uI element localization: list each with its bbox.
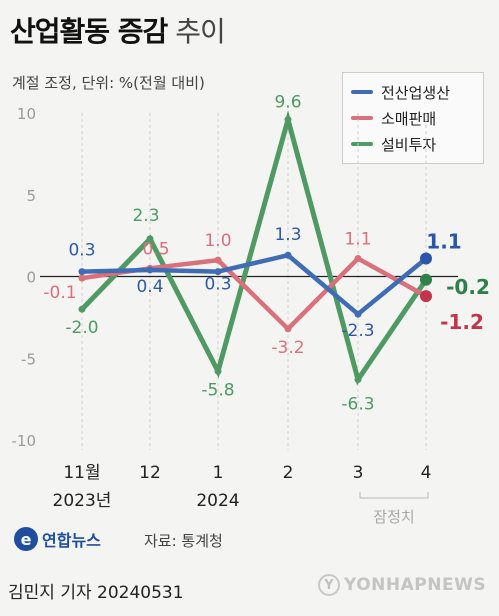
data-point-production-2 bbox=[214, 268, 222, 276]
data-point-production-4 bbox=[354, 310, 362, 318]
data-point-production-0 bbox=[78, 268, 86, 276]
data-label-investment-0: -2.0 bbox=[65, 318, 98, 338]
chart-title-suffix: 추이 bbox=[175, 15, 226, 48]
legend-label-production: 전산업생산 bbox=[381, 83, 451, 102]
chart-legend: 전산업생산 소매판매 설비투자 bbox=[342, 72, 484, 164]
data-point-investment-0 bbox=[78, 305, 86, 313]
data-point-retail-4 bbox=[354, 255, 362, 263]
data-label-production-0: 0.3 bbox=[68, 241, 95, 261]
data-point-production-3 bbox=[284, 251, 292, 259]
x-tick-label-1: 12 bbox=[139, 463, 161, 483]
yonhap-logo-text: 연합뉴스 bbox=[42, 531, 101, 550]
yonhap-logo: e 연합뉴스 bbox=[14, 527, 101, 551]
data-label-production-5: 1.1 bbox=[426, 230, 461, 254]
x-tick-label-4: 3 bbox=[353, 463, 364, 483]
data-label-investment-5: -0.2 bbox=[446, 275, 490, 299]
watermark-text: YONHAPNEWS bbox=[344, 575, 487, 595]
data-label-investment-4: -6.3 bbox=[341, 395, 374, 415]
data-label-retail-3: -3.2 bbox=[271, 338, 304, 358]
data-point-investment-3 bbox=[284, 116, 292, 124]
x-tick-label-5: 4 bbox=[421, 463, 432, 483]
legend-swatch-retail bbox=[351, 116, 373, 120]
y-tick-label-4: -10 bbox=[12, 432, 37, 450]
x-year-label-1: 2024 bbox=[196, 491, 239, 511]
chart-title-main: 산업활동 증감 bbox=[10, 15, 168, 48]
legend-swatch-production bbox=[351, 90, 373, 94]
data-label-retail-4: 1.1 bbox=[344, 230, 371, 250]
series-line-production bbox=[79, 252, 429, 318]
data-label-investment-1: 2.3 bbox=[132, 206, 159, 226]
data-label-retail-2: 1.0 bbox=[204, 231, 231, 251]
x-tick-label-2: 1 bbox=[213, 463, 224, 483]
chart-title: 산업활동 증감 추이 bbox=[10, 10, 226, 50]
data-point-retail-0 bbox=[78, 274, 86, 282]
byline: 김민지 기자 20240531 bbox=[8, 583, 184, 603]
y-tick-label-0: 10 bbox=[17, 105, 36, 123]
legend-item-retail: 소매판매 bbox=[351, 105, 475, 131]
x-tick-label-3: 2 bbox=[283, 463, 294, 483]
data-label-production-1: 0.4 bbox=[136, 277, 163, 297]
y-tick-label-1: 5 bbox=[26, 187, 36, 205]
data-point-investment-4 bbox=[354, 376, 362, 384]
provisional-label: 잠정치 bbox=[373, 508, 414, 526]
data-point-investment-2 bbox=[214, 367, 222, 375]
legend-item-production: 전산업생산 bbox=[351, 79, 475, 105]
series-line-investment bbox=[79, 110, 429, 386]
data-point-retail-2 bbox=[214, 256, 222, 264]
watermark-icon: Y bbox=[318, 574, 340, 596]
legend-item-investment: 설비투자 bbox=[351, 131, 475, 157]
legend-label-retail: 소매판매 bbox=[381, 109, 437, 128]
yonhap-logo-icon: e bbox=[14, 527, 38, 551]
y-tick-label-3: -5 bbox=[21, 350, 36, 368]
legend-label-investment: 설비투자 bbox=[381, 135, 437, 154]
watermark: Y YONHAPNEWS bbox=[318, 574, 486, 596]
x-tick-label-0: 11월 bbox=[63, 463, 100, 483]
legend-swatch-investment bbox=[351, 142, 373, 146]
data-label-retail-5: -1.2 bbox=[440, 310, 484, 334]
data-label-investment-2: -5.8 bbox=[201, 380, 234, 400]
y-tick-label-2: 0 bbox=[26, 269, 36, 287]
data-point-production-5 bbox=[420, 252, 432, 265]
data-label-retail-1: 0.5 bbox=[142, 239, 169, 259]
data-point-investment-5 bbox=[420, 273, 432, 286]
data-label-production-3: 1.3 bbox=[274, 225, 301, 245]
data-source: 자료: 통계청 bbox=[144, 532, 223, 550]
data-label-investment-3: 9.6 bbox=[274, 93, 301, 113]
data-point-investment-1 bbox=[146, 235, 154, 243]
provisional-bracket bbox=[359, 492, 429, 499]
data-label-retail-0: -0.1 bbox=[43, 283, 76, 303]
data-label-production-4: -2.3 bbox=[341, 321, 374, 341]
chart-subtitle: 계절 조정, 단위: %(전월 대비) bbox=[12, 74, 205, 92]
data-point-production-1 bbox=[146, 266, 154, 274]
x-year-label-0: 2023년 bbox=[53, 491, 112, 511]
data-point-retail-5 bbox=[420, 290, 432, 303]
data-point-retail-3 bbox=[284, 325, 292, 333]
data-label-production-2: 0.3 bbox=[204, 275, 231, 295]
